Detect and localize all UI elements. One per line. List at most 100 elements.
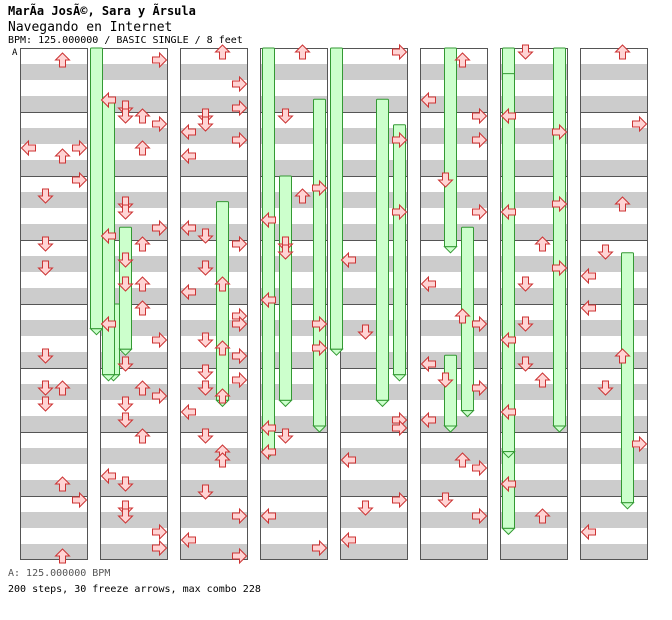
step-arrow-left xyxy=(420,355,436,373)
beat-band xyxy=(340,224,408,240)
step-arrow-down xyxy=(37,236,54,252)
beat-band xyxy=(20,64,88,80)
step-arrow-up xyxy=(54,476,71,492)
step-arrow-right xyxy=(632,435,648,453)
beat-band xyxy=(580,512,648,528)
beat-band xyxy=(580,448,648,464)
beat-band xyxy=(420,256,488,272)
beat-band xyxy=(500,64,568,80)
step-arrow-up xyxy=(294,188,311,204)
freeze-arrow-tail xyxy=(278,399,293,408)
step-arrow-down xyxy=(117,396,134,412)
step-arrow-right xyxy=(312,539,328,557)
chart-column-border xyxy=(500,48,568,560)
step-arrow-down xyxy=(437,172,454,188)
step-arrow-left xyxy=(260,419,276,437)
step-arrow-down xyxy=(357,500,374,516)
step-arrow-up xyxy=(134,428,151,444)
step-arrow-up xyxy=(134,140,151,156)
beat-band xyxy=(420,448,488,464)
step-arrow-left xyxy=(260,211,276,229)
beat-band xyxy=(500,512,568,528)
step-arrow-right xyxy=(392,203,408,221)
step-arrow-right xyxy=(392,43,408,61)
beat-band xyxy=(340,160,408,176)
freeze-arrow-tail xyxy=(375,399,390,408)
beat-band xyxy=(100,128,168,144)
step-arrow-up xyxy=(534,508,551,524)
step-arrow-right xyxy=(72,171,88,189)
step-arrow-down xyxy=(517,316,534,332)
beat-band xyxy=(180,192,248,208)
step-arrow-up xyxy=(214,276,231,292)
freeze-arrow xyxy=(393,124,406,376)
beat-band xyxy=(100,480,168,496)
beat-band xyxy=(340,256,408,272)
beat-band xyxy=(420,544,488,560)
chart-column-border xyxy=(20,48,88,560)
beat-band xyxy=(100,448,168,464)
freeze-arrow-tail xyxy=(312,425,327,433)
step-arrow-down xyxy=(117,476,134,492)
step-arrow-right xyxy=(312,179,328,197)
step-arrow-right xyxy=(312,339,328,357)
step-arrow-down xyxy=(357,324,374,340)
beat-band xyxy=(420,512,488,528)
beat-band xyxy=(580,480,648,496)
step-arrow-down xyxy=(197,332,214,348)
beat-band xyxy=(580,256,648,272)
step-arrow-left xyxy=(340,531,356,549)
step-arrow-right xyxy=(152,115,168,133)
step-arrow-right xyxy=(72,139,88,157)
freeze-arrow-tail xyxy=(460,410,475,418)
beat-band xyxy=(500,288,568,304)
beat-band xyxy=(20,192,88,208)
step-arrow-left xyxy=(500,107,516,125)
beat-band xyxy=(340,64,408,80)
beat-band xyxy=(580,96,648,112)
freeze-arrow-tail xyxy=(501,527,516,536)
freeze-arrow-tail xyxy=(552,425,567,433)
step-arrow-right xyxy=(472,507,488,525)
step-arrow-down xyxy=(437,492,454,508)
step-arrow-left xyxy=(180,531,196,549)
step-arrow-left xyxy=(180,403,196,421)
beat-band xyxy=(260,160,328,176)
step-arrow-down xyxy=(277,428,294,444)
beat-band xyxy=(340,544,408,560)
freeze-arrow xyxy=(330,47,343,350)
beat-band xyxy=(580,352,648,368)
beat-band xyxy=(260,128,328,144)
step-arrow-left xyxy=(500,331,516,349)
step-arrow-right xyxy=(72,491,88,509)
freeze-arrow-tail xyxy=(443,425,458,433)
step-arrow-left xyxy=(580,267,596,285)
beat-band xyxy=(100,288,168,304)
step-arrow-down xyxy=(517,276,534,292)
freeze-arrow-tail xyxy=(329,348,344,356)
beat-band xyxy=(20,160,88,176)
step-arrow-down xyxy=(277,108,294,124)
beat-band xyxy=(260,256,328,272)
step-arrow-down xyxy=(197,260,214,276)
step-arrow-up xyxy=(134,108,151,124)
step-arrow-up xyxy=(614,348,631,364)
beat-band xyxy=(260,224,328,240)
freeze-arrow xyxy=(90,47,103,330)
step-arrow-right xyxy=(232,131,248,149)
beat-band xyxy=(20,256,88,272)
beat-band xyxy=(180,128,248,144)
step-arrow-up xyxy=(454,452,471,468)
step-arrow-down xyxy=(37,348,54,364)
step-arrow-down xyxy=(597,244,614,260)
beat-band xyxy=(260,512,328,528)
step-arrow-right xyxy=(552,123,568,141)
beat-band xyxy=(580,160,648,176)
beat-band xyxy=(260,480,328,496)
beat-band xyxy=(260,416,328,432)
beat-band xyxy=(260,384,328,400)
beat-band xyxy=(100,96,168,112)
beat-band xyxy=(100,256,168,272)
step-arrow-down xyxy=(117,108,134,124)
step-arrow-right xyxy=(152,331,168,349)
